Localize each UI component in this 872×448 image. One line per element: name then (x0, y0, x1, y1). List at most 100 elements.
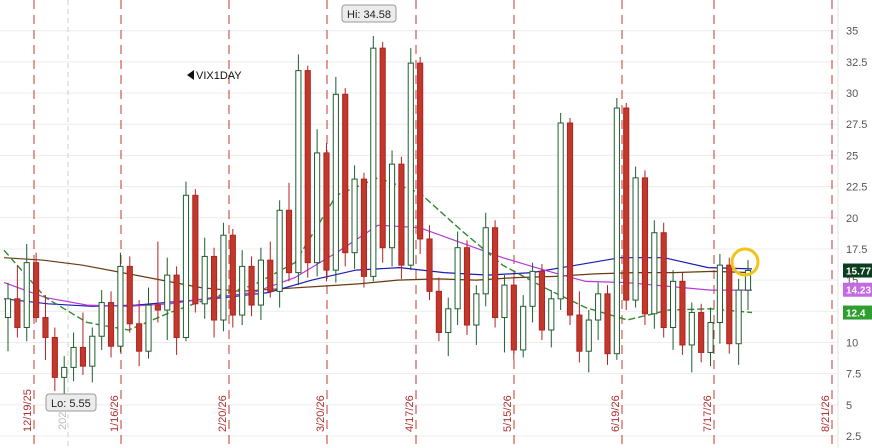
date-label: 12/19/25 (22, 389, 34, 432)
candle-body (239, 265, 246, 316)
candle-body (398, 163, 405, 266)
candle-body (182, 194, 190, 338)
candle-body (679, 280, 686, 346)
last-value-badge (843, 282, 872, 297)
candle-body (323, 152, 330, 271)
candle-body (604, 293, 611, 355)
last-value-text: 14.23 (846, 286, 871, 297)
candle-body (229, 234, 236, 316)
candle-body (492, 227, 499, 319)
candle-body (641, 177, 649, 315)
candle-body (51, 336, 58, 378)
candle-body (379, 47, 386, 249)
lo-callout: Lo: 5.55 (45, 393, 97, 412)
candle-body (613, 107, 620, 355)
candle-body (407, 62, 414, 266)
candle-body (360, 178, 368, 277)
symbol-arrow-icon (187, 70, 194, 80)
candle-body (267, 259, 274, 292)
candle-body (726, 264, 733, 345)
y-tick-label: 20 (846, 213, 858, 225)
candle-body (79, 346, 87, 367)
candle-body (501, 284, 508, 319)
candle-body (23, 262, 30, 329)
candle-body (529, 270, 536, 307)
candle-body (164, 274, 171, 311)
last-bar-highlight-circle (730, 247, 760, 277)
candle-body (548, 298, 555, 331)
candle-body (388, 163, 396, 249)
candle-body (201, 255, 208, 305)
date-label: 8/21/26 (820, 395, 832, 432)
y-tick-label: 7.5 (846, 369, 861, 381)
candle-body (304, 70, 311, 264)
candle-body (70, 346, 77, 368)
candle-body (257, 259, 264, 306)
date-label: 3/20/26 (315, 395, 327, 432)
candle-body (285, 209, 293, 274)
candle-body (454, 247, 461, 310)
candle-body (435, 290, 442, 333)
candle-body (744, 270, 752, 291)
candle-body (89, 335, 96, 367)
candle-body (42, 317, 49, 338)
candle-body (510, 284, 517, 351)
date-label: 2/20/26 (217, 395, 229, 432)
date-label: 6/19/26 (610, 395, 622, 432)
y-tick-label: 2.5 (846, 431, 861, 443)
candle-body (688, 312, 695, 346)
date-grid-lines: 12/19/25 1/16/26 2/20/26 3/20/26 4/17/26 5/15… (22, 0, 833, 448)
candle-body (107, 302, 115, 347)
candle-body (557, 122, 564, 300)
last-value-badge (843, 263, 872, 278)
candle-body (632, 177, 639, 301)
last-value-badge (843, 305, 872, 320)
candle-body (651, 232, 658, 315)
candle-body (463, 247, 471, 326)
last-value-text: 15.77 (846, 267, 871, 278)
candle-body (4, 298, 12, 319)
y-tick-label: 10 (846, 337, 858, 349)
candle-body (173, 274, 180, 338)
y-tick-label: 30 (846, 88, 858, 100)
last-value-badges: 15.77 14.23 12.4 (843, 263, 872, 320)
candle-body (136, 323, 143, 352)
candle-body (370, 47, 377, 277)
candle-body (735, 289, 742, 345)
candlesticks (4, 35, 752, 398)
y-tick-label: 35 (846, 26, 858, 38)
candle-body (192, 194, 199, 305)
candle-body (669, 280, 677, 329)
candle-body (566, 122, 574, 316)
candle-body (595, 293, 602, 321)
year-marker-label: 2026 (57, 406, 69, 430)
candle-body (14, 298, 21, 329)
candle-body (33, 262, 40, 319)
y-tick-label: 27.5 (846, 119, 867, 131)
candle-body (445, 308, 452, 333)
candle-body (482, 227, 489, 295)
candle-body (98, 302, 105, 337)
candle-body (576, 314, 583, 352)
date-label: 1/16/26 (109, 395, 121, 432)
date-label: 5/15/26 (502, 395, 514, 432)
candle-body (520, 305, 527, 351)
y-tick-label: 32.5 (846, 57, 867, 69)
hi-callout: Hi: 34.58 (341, 4, 397, 23)
candle-body (707, 322, 714, 353)
lo-callout-box (45, 393, 97, 412)
candle-body (698, 312, 705, 353)
candle-body (585, 319, 592, 352)
candle-body (351, 178, 358, 254)
symbol-text: VIX1DAY (196, 70, 242, 82)
candle-body (314, 152, 321, 264)
candle-body (332, 93, 339, 271)
candle-body (145, 304, 152, 352)
candle-body (126, 265, 133, 325)
candle-body (716, 264, 723, 324)
candle-body (211, 255, 218, 321)
date-label: 4/17/26 (404, 395, 416, 432)
hi-callout-text: Hi: 34.58 (347, 9, 391, 21)
